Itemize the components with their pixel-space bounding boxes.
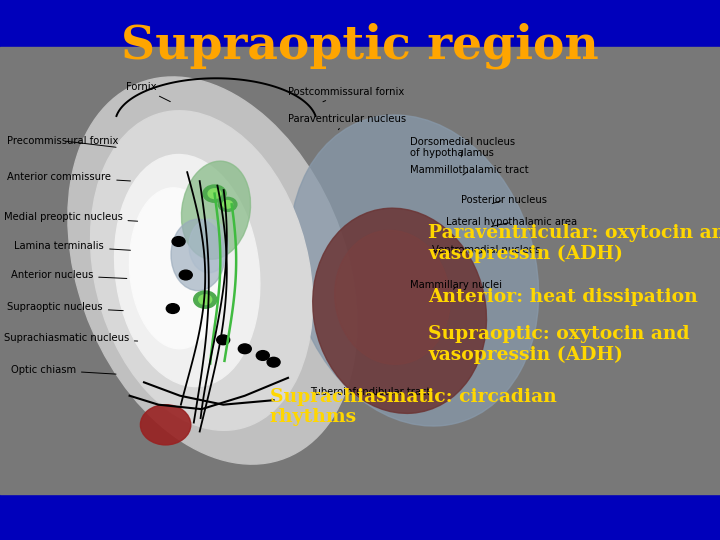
Circle shape <box>166 303 179 313</box>
Circle shape <box>218 197 237 211</box>
Text: Supraoptic: oxytocin and
vasopressin (ADH): Supraoptic: oxytocin and vasopressin (AD… <box>428 325 690 364</box>
Circle shape <box>217 335 230 345</box>
Text: Tuberoinfundibular tract: Tuberoinfundibular tract <box>310 387 430 397</box>
Text: Suprachiasmatic nucleus: Suprachiasmatic nucleus <box>4 333 138 342</box>
Circle shape <box>238 344 251 354</box>
Text: Ventromedial nucleus: Ventromedial nucleus <box>432 245 541 255</box>
Ellipse shape <box>289 115 539 426</box>
Text: Anterior: heat dissipation: Anterior: heat dissipation <box>428 288 698 306</box>
Ellipse shape <box>181 161 251 259</box>
Circle shape <box>172 237 185 246</box>
Ellipse shape <box>312 208 487 414</box>
Text: Fornix: Fornix <box>126 82 171 102</box>
Bar <box>0 494 720 540</box>
Ellipse shape <box>91 111 312 430</box>
Ellipse shape <box>68 77 357 464</box>
Text: Anterior nucleus: Anterior nucleus <box>11 270 127 280</box>
Text: Supraoptic nucleus: Supraoptic nucleus <box>7 302 123 312</box>
Text: Posterior nucleus: Posterior nucleus <box>461 195 546 205</box>
Text: Supraoptic region: Supraoptic region <box>121 23 599 69</box>
Text: Optic chiasm: Optic chiasm <box>11 365 116 375</box>
Circle shape <box>203 185 226 202</box>
Ellipse shape <box>114 154 260 387</box>
Circle shape <box>194 291 217 308</box>
Text: Anterior commissure: Anterior commissure <box>7 172 130 181</box>
Text: Precommissural fornix: Precommissural fornix <box>7 136 119 147</box>
Text: Dorsomedial nucleus
of hypothalamus: Dorsomedial nucleus of hypothalamus <box>410 137 516 158</box>
Ellipse shape <box>189 219 229 273</box>
Circle shape <box>179 270 192 280</box>
Ellipse shape <box>130 188 223 349</box>
Ellipse shape <box>171 219 225 291</box>
Text: Lateral hypothalamic area: Lateral hypothalamic area <box>446 217 577 227</box>
Circle shape <box>208 189 221 199</box>
Text: Mammillary nuclei: Mammillary nuclei <box>410 280 503 290</box>
Text: Paraventricular nucleus: Paraventricular nucleus <box>288 113 406 130</box>
Ellipse shape <box>335 231 450 364</box>
Circle shape <box>256 350 269 360</box>
Text: Lamina terminalis: Lamina terminalis <box>14 241 130 251</box>
Bar <box>0 0 720 68</box>
Text: Paraventricular: oxytocin and
vasopressin (ADH): Paraventricular: oxytocin and vasopressi… <box>428 224 720 264</box>
Bar <box>0 47 720 494</box>
Text: Suprachiasmatic: circadian
rhythms: Suprachiasmatic: circadian rhythms <box>270 388 557 426</box>
Circle shape <box>222 200 233 208</box>
Text: Mammillothalamic tract: Mammillothalamic tract <box>410 165 529 175</box>
Circle shape <box>199 295 212 305</box>
Circle shape <box>267 357 280 367</box>
Text: Postcommissural fornix: Postcommissural fornix <box>288 87 404 102</box>
Text: Medial preoptic nucleus: Medial preoptic nucleus <box>4 212 138 222</box>
Ellipse shape <box>140 404 191 445</box>
